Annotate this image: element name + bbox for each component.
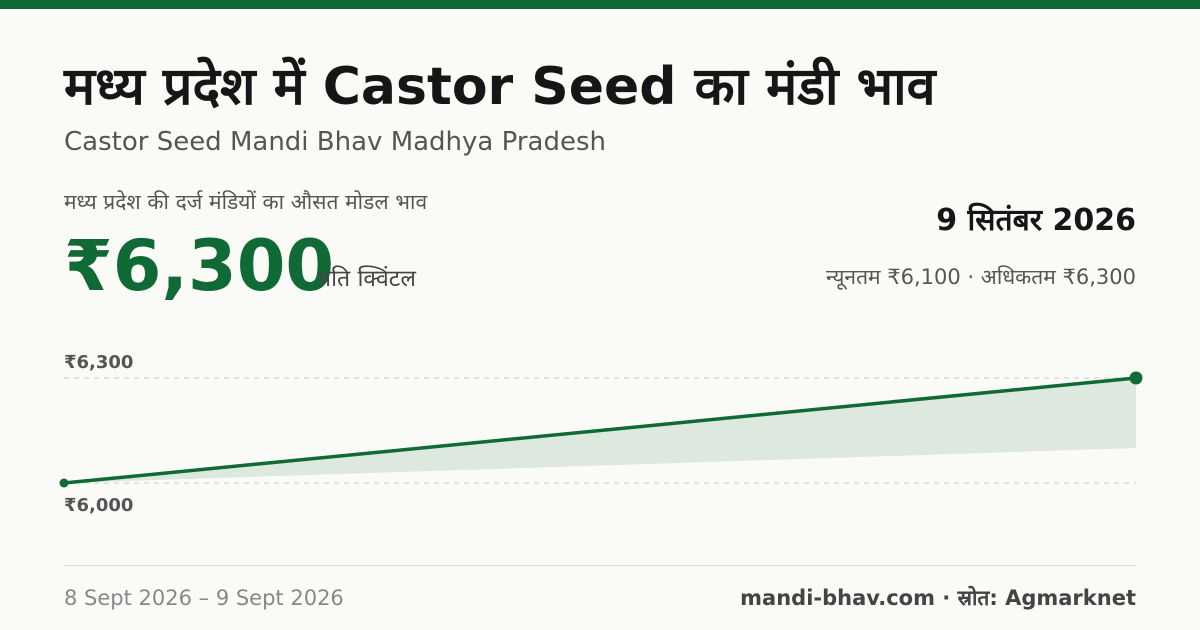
top-accent-bar xyxy=(0,0,1200,9)
gridline-label: ₹6,000 xyxy=(64,495,133,516)
price-unit: प्रति क्विंटल xyxy=(318,266,416,292)
page-subtitle: Castor Seed Mandi Bhav Madhya Pradesh xyxy=(64,127,606,157)
data-point xyxy=(59,478,69,488)
chart-date-range: 8 Sept 2026 – 9 Sept 2026 xyxy=(64,586,344,610)
footer-divider xyxy=(64,565,1136,566)
average-price-value: ₹6,300 xyxy=(64,225,335,307)
page-title: मध्य प्रदेश में Castor Seed का मंडी भाव xyxy=(64,57,936,117)
min-max-range: न्यूनतम ₹6,100 · अधिकतम ₹6,300 xyxy=(826,265,1136,289)
average-price-label: मध्य प्रदेश की दर्ज मंडियों का औसत मोडल … xyxy=(64,190,428,214)
data-point xyxy=(1129,371,1143,385)
series-line xyxy=(62,376,1138,485)
gridline-label: ₹6,300 xyxy=(64,352,133,373)
source-credit: mandi-bhav.com · स्रोत: Agmarknet xyxy=(740,586,1136,610)
price-trend-chart: ₹6,300 ₹6,000 xyxy=(59,352,1143,516)
report-date: 9 सितंबर 2026 xyxy=(936,203,1136,238)
